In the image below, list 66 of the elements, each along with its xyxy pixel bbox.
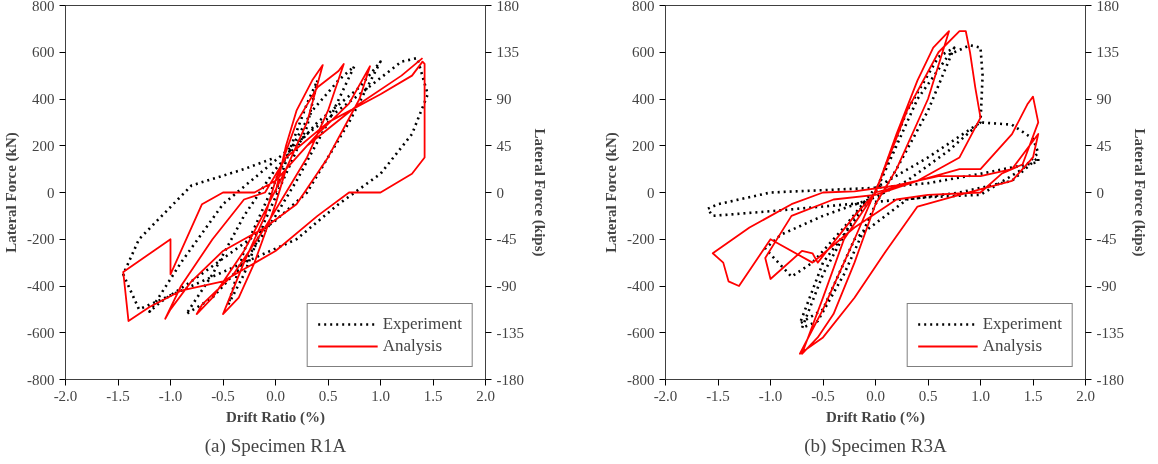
y2-axis-title: Lateral Force (kips) — [531, 128, 548, 257]
y-axis-title: Lateral Force (kN) — [3, 132, 20, 253]
x-tick-label: 0.0 — [266, 387, 285, 404]
y2-tick-label: -45 — [1096, 231, 1117, 248]
x-tick-label: 1.0 — [971, 387, 990, 404]
y2-tick-label: 90 — [1096, 91, 1112, 107]
y-tick-label: 200 — [32, 137, 55, 154]
y-tick-label: 0 — [647, 184, 655, 201]
y-tick-label: 0 — [47, 184, 55, 201]
x-tick-label: 0.0 — [866, 387, 885, 404]
x-tick-label: 1.5 — [1023, 387, 1043, 404]
x-tick-label: -1.5 — [106, 387, 130, 404]
x-tick-label: 0.5 — [918, 387, 938, 404]
x-tick-label: 2.0 — [476, 387, 495, 404]
x-tick-label: 1.5 — [423, 387, 443, 404]
y2-tick-label: -135 — [496, 324, 524, 341]
text: (a) Specimen R1A — [204, 434, 347, 457]
y-tick-label: -800 — [27, 371, 55, 388]
y2-tick-label: 135 — [1096, 44, 1119, 61]
y2-tick-label: -180 — [1096, 371, 1124, 388]
y-tick-label: -200 — [627, 231, 655, 248]
y-tick-label: -200 — [27, 231, 55, 248]
x-tick-label: -1.0 — [758, 387, 783, 404]
y2-tick-label: 90 — [496, 91, 512, 107]
y-tick-label: -400 — [627, 278, 655, 294]
x-axis-title: Drift Ratio (%) — [825, 408, 926, 426]
y2-tick-label: 45 — [496, 137, 512, 154]
y2-tick-label: -90 — [1096, 278, 1117, 294]
y2-axis-title: Lateral Force (kips) — [1131, 128, 1148, 257]
y-tick-label: 600 — [632, 44, 655, 61]
legend-label: Experiment — [982, 314, 1062, 334]
legend-label: Analysis — [382, 336, 443, 356]
x-tick-label: -0.5 — [811, 387, 835, 404]
x-tick-label: -2.0 — [53, 387, 78, 404]
y2-tick-label: -90 — [496, 278, 517, 294]
y2-tick-label: -180 — [496, 371, 524, 388]
y2-tick-label: 180 — [496, 0, 519, 14]
y2-tick-label: -45 — [496, 231, 517, 248]
x-tick-label: 0.5 — [318, 387, 338, 404]
x-tick-label: -1.0 — [158, 387, 183, 404]
y2-tick-label: 180 — [1096, 0, 1119, 14]
y2-tick-label: -135 — [1096, 324, 1124, 341]
y2-tick-label: 135 — [496, 44, 519, 61]
x-tick-label: -0.5 — [211, 387, 235, 404]
y-tick-label: 400 — [632, 91, 655, 107]
y2-tick-label: 0 — [1096, 184, 1104, 201]
y2-tick-label: 45 — [1096, 137, 1112, 154]
y-tick-label: 600 — [32, 44, 55, 61]
y-tick-label: 800 — [32, 0, 55, 14]
y-tick-label: 800 — [632, 0, 655, 14]
legend-label: Analysis — [982, 336, 1043, 356]
y-tick-label: -600 — [27, 324, 55, 341]
y-tick-label: -600 — [627, 324, 655, 341]
legend-label: Experiment — [382, 314, 462, 334]
x-tick-label: -2.0 — [653, 387, 678, 404]
y-tick-label: 400 — [32, 91, 55, 107]
y-tick-label: 200 — [632, 137, 655, 154]
y-tick-label: -400 — [27, 278, 55, 294]
x-tick-label: 1.0 — [371, 387, 390, 404]
y-tick-label: -800 — [627, 371, 655, 388]
y-axis-title: Lateral Force (kN) — [603, 132, 620, 253]
y2-tick-label: 0 — [496, 184, 504, 201]
x-tick-label: -1.5 — [706, 387, 730, 404]
x-tick-label: 2.0 — [1076, 387, 1095, 404]
x-axis-title: Drift Ratio (%) — [225, 408, 326, 426]
text: (b) Specimen R3A — [804, 434, 948, 457]
